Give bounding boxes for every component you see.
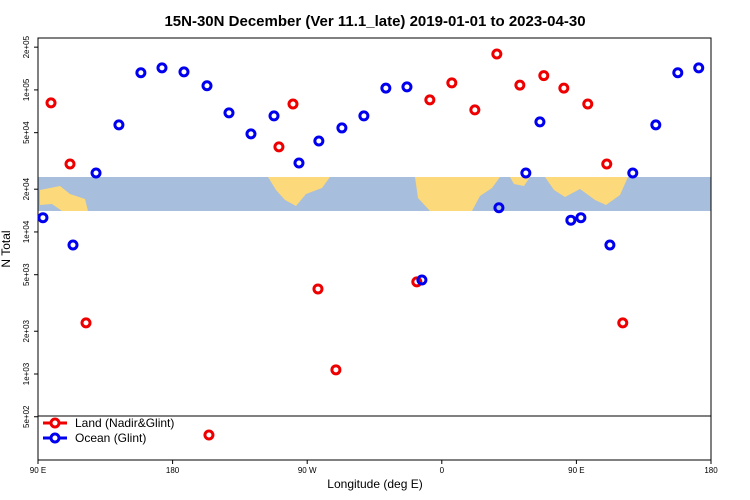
y-tick-label: 5e+04 [22, 121, 31, 144]
plot-frame [37, 37, 712, 461]
point [64, 158, 76, 170]
y-tick-label: 1e+03 [22, 362, 31, 385]
y-tick-label: 5e+03 [22, 263, 31, 286]
point [401, 81, 413, 93]
x-tick-label: 90 E [30, 466, 46, 475]
y-tick-label: 2e+03 [22, 319, 31, 342]
point [358, 110, 370, 122]
point [534, 116, 546, 128]
point [604, 239, 616, 251]
point [693, 62, 705, 74]
point [672, 67, 684, 79]
point [37, 212, 49, 224]
point [268, 110, 280, 122]
point [273, 141, 285, 153]
point [223, 107, 235, 119]
point [245, 128, 257, 140]
point [336, 122, 348, 134]
y-tick-label: 1e+05 [22, 78, 31, 101]
y-tick-label: 2e+05 [22, 35, 31, 58]
x-axis-label: Longitude (deg E) [327, 477, 422, 491]
point [135, 67, 147, 79]
point [313, 135, 325, 147]
x-tick-label: 180 [166, 466, 180, 475]
point [201, 80, 213, 92]
y-tick-label: 5e+02 [22, 405, 31, 428]
y-tick-label: 2e+04 [22, 177, 31, 200]
point [491, 48, 503, 60]
point [469, 104, 481, 116]
point [380, 82, 392, 94]
point [493, 202, 505, 214]
point [520, 167, 532, 179]
point [514, 79, 526, 91]
x-tick-label: 0 [440, 466, 445, 475]
point [113, 119, 125, 131]
point [565, 214, 577, 226]
point [601, 158, 613, 170]
x-tick-label: 90 W [298, 466, 317, 475]
point [424, 94, 436, 106]
point [582, 98, 594, 110]
x-tick-label: 90 E [568, 466, 584, 475]
point [330, 364, 342, 376]
legend-marker [49, 417, 61, 429]
point [312, 283, 324, 295]
x-tick-label: 180 [704, 466, 718, 475]
point [538, 70, 550, 82]
legend-label: Land (Nadir&Glint) [75, 416, 174, 430]
legend-label: Ocean (Glint) [75, 431, 146, 445]
point [575, 212, 587, 224]
chart-title: 15N-30N December (Ver 11.1_late) 2019-01… [164, 13, 585, 30]
point [446, 77, 458, 89]
y-axis-label: N Total [0, 230, 13, 267]
y-tick-label: 1e+04 [22, 220, 31, 243]
legend-marker [49, 432, 61, 444]
point [558, 82, 570, 94]
map-band [38, 177, 711, 211]
point [178, 66, 190, 78]
point [156, 62, 168, 74]
point [203, 429, 215, 441]
point [627, 167, 639, 179]
point [650, 119, 662, 131]
point [617, 317, 629, 329]
point [416, 274, 428, 286]
point [80, 317, 92, 329]
point [287, 98, 299, 110]
point [67, 239, 79, 251]
point [45, 97, 57, 109]
point [90, 167, 102, 179]
point [293, 157, 305, 169]
